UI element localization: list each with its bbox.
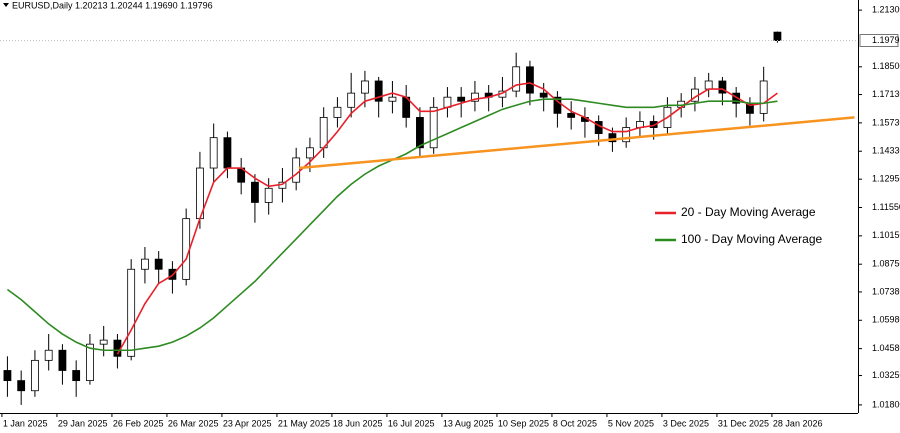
candle-body [17, 380, 26, 392]
candle-body [127, 268, 136, 357]
candle-body [44, 349, 53, 361]
candle-body [567, 112, 576, 118]
x-tick-label: 29 Jan 2025 [58, 418, 108, 428]
x-tick-label: 16 Jul 2025 [388, 418, 435, 428]
y-tick-label: 1.21300 [872, 4, 900, 14]
y-tick-label: 1.03250 [872, 370, 900, 380]
candle-body [416, 117, 424, 149]
x-tick-label: 26 Feb 2025 [113, 418, 164, 428]
candle-body [3, 370, 12, 382]
y-tick-label: 1.10150 [872, 230, 900, 240]
candle-body [251, 181, 259, 203]
candle-body [512, 66, 521, 92]
trendline [298, 116, 855, 170]
candle-body [264, 187, 273, 203]
x-tick-label: 5 Nov 2025 [608, 418, 654, 428]
y-tick-label: 1.18500 [872, 61, 900, 71]
candle-body [759, 80, 768, 114]
candle-body [99, 339, 108, 345]
x-tick-label: 18 Jun 2025 [333, 418, 383, 428]
y-tick-label: 1.15730 [872, 117, 900, 127]
candle-body [333, 106, 342, 118]
candle-body [306, 147, 314, 159]
candle-body [223, 137, 232, 169]
candle-body [347, 92, 356, 108]
y-tick-label: 1.11550 [872, 202, 900, 212]
candle-body [526, 66, 534, 94]
candle-body [773, 31, 782, 41]
candle-body [141, 258, 149, 270]
x-tick-label: 1 Jan 2025 [3, 418, 48, 428]
candle-body [471, 92, 479, 102]
candle-body [457, 96, 466, 102]
candle-body [374, 80, 383, 102]
y-tick-label: 1.08750 [872, 259, 900, 269]
x-tick-label: 3 Dec 2025 [663, 418, 709, 428]
y-tick-label: 1.12950 [872, 174, 900, 184]
y-tick-label: 1.17130 [872, 89, 900, 99]
x-tick-label: 8 Oct 2025 [553, 418, 597, 428]
candle-body [72, 370, 81, 382]
candle-body [31, 359, 39, 392]
candle-body [182, 218, 191, 280]
x-tick-label: 13 Aug 2025 [443, 418, 494, 428]
y-tick-label: 1.04580 [872, 343, 900, 353]
candle-body [58, 349, 67, 371]
candle-body [361, 80, 369, 94]
x-tick-label: 28 Jan 2026 [773, 418, 823, 428]
candle-body [319, 117, 328, 149]
candle-body [292, 157, 301, 183]
y-tick-label: 1.05980 [872, 315, 900, 325]
chart-title: EURUSD,Daily 1.20213 1.20244 1.19690 1.1… [12, 0, 213, 10]
candle-body [622, 127, 631, 143]
x-tick-label: 23 Apr 2025 [223, 418, 272, 428]
menu-icon [3, 3, 9, 7]
candle-body [718, 80, 727, 94]
moving-average-line [116, 82, 778, 355]
candle-body [209, 137, 218, 169]
current-price-box [859, 34, 899, 47]
candle-body [86, 343, 94, 382]
y-tick-label: 1.07380 [872, 286, 900, 296]
candle-body [553, 96, 562, 114]
y-tick-label: 1.01800 [872, 399, 900, 409]
x-tick-label: 26 Mar 2025 [168, 418, 219, 428]
legend-label: 100 - Day Moving Average [681, 232, 823, 246]
candle-body [608, 133, 617, 143]
candle-body [539, 92, 548, 98]
x-tick-label: 10 Sep 2025 [498, 418, 549, 428]
candle-body [704, 80, 713, 90]
legend-label: 20 - Day Moving Average [681, 205, 816, 219]
candle-body [429, 106, 438, 149]
x-tick-label: 31 Dec 2025 [718, 418, 769, 428]
candle-body [732, 92, 741, 104]
plot-area [0, 0, 858, 413]
current-price-label: 1.19796 [872, 35, 900, 45]
y-tick-label: 1.14330 [872, 146, 900, 156]
candle-body [154, 258, 163, 270]
candle-body [388, 96, 397, 102]
x-tick-label: 21 May 2025 [278, 418, 330, 428]
candle-body [649, 121, 658, 128]
